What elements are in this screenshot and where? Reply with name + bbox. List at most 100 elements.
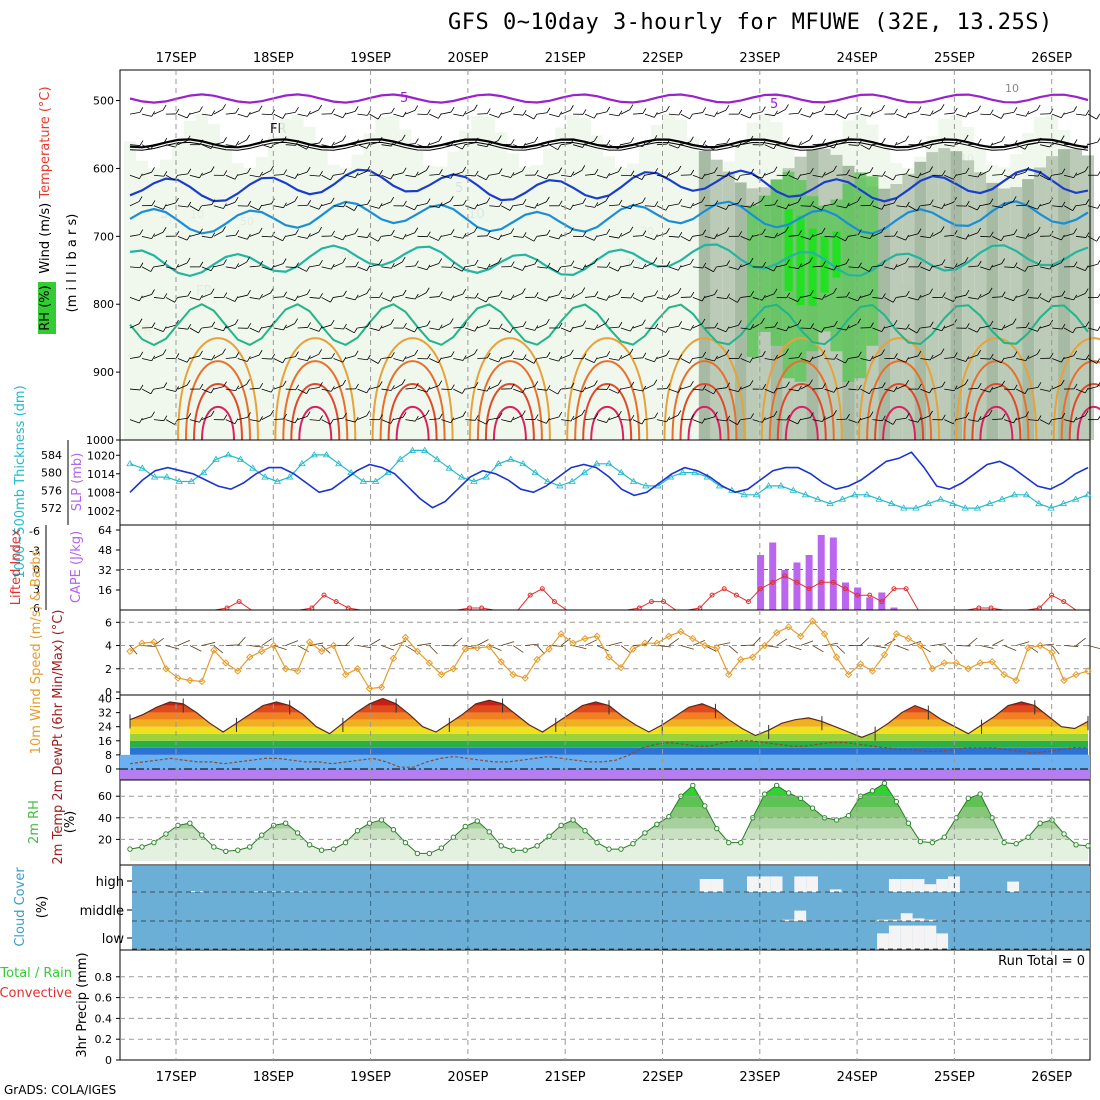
wind-barb	[812, 354, 823, 359]
thickness-marker	[752, 491, 761, 498]
wind-barb	[704, 113, 715, 117]
wind-barb	[1028, 297, 1039, 299]
wind-barb	[378, 203, 383, 209]
wind-barb	[740, 205, 751, 208]
wind-barb	[285, 356, 296, 359]
wind-barb	[773, 143, 778, 149]
wind-barb	[261, 144, 272, 149]
rh-shade	[914, 161, 927, 441]
date-label-bottom: 26SEP	[1031, 1070, 1072, 1085]
rh2m-marker	[390, 826, 397, 833]
wind-barb	[908, 355, 919, 359]
wind-barb	[1097, 381, 1100, 387]
wind-barb	[246, 256, 250, 263]
wind-barb	[165, 419, 175, 425]
wind-barb	[980, 144, 990, 149]
wind-barb	[282, 380, 287, 387]
wind-barb	[237, 294, 248, 298]
wind10m-marker	[365, 684, 374, 693]
wind10m-barb	[1064, 645, 1079, 647]
wind-barb	[725, 326, 730, 332]
wind-barb	[355, 261, 359, 267]
wind-barb	[570, 227, 574, 233]
wind-barb	[438, 258, 443, 264]
wind-barb	[453, 415, 463, 421]
wind-barb	[417, 414, 427, 420]
wind-barb	[582, 386, 587, 393]
wind-barb	[716, 327, 727, 333]
wind-barb	[944, 388, 955, 392]
wind-barb	[187, 168, 192, 175]
wind-barb	[477, 357, 488, 359]
wind-barb	[944, 174, 954, 180]
wind-barb	[307, 111, 311, 117]
rh-legend-swatch	[38, 282, 56, 334]
wind-barb	[333, 140, 343, 146]
wind-barb	[654, 412, 659, 418]
wind-barb	[537, 388, 548, 391]
wind-barb	[980, 170, 990, 176]
wind-barb	[764, 326, 775, 329]
wind-barb	[199, 228, 203, 234]
wind-barb	[953, 196, 957, 203]
wind-barb	[297, 171, 308, 176]
wind-barb	[725, 204, 730, 210]
temp2m-axis-label: 2m Temp 2m DewPt (6hr Min/Max) (°C)	[51, 610, 66, 865]
wind-barb	[824, 170, 834, 176]
wind-barb	[929, 232, 934, 238]
wind-barb	[513, 358, 524, 360]
wind-barb	[357, 415, 367, 421]
wind-barb	[129, 266, 140, 269]
wind-barb	[620, 297, 631, 299]
upper-air-axis-label: (m i l l i b a r s)	[65, 214, 80, 313]
wind-barb	[845, 380, 850, 387]
upper-air-axis-label: Wind (m/s) Temperature (°C)	[38, 86, 53, 273]
wind-barb	[237, 235, 248, 240]
wind-barb	[920, 293, 930, 298]
wind-barb	[294, 417, 299, 424]
wind-barb	[558, 322, 563, 329]
wind-barb	[477, 419, 487, 425]
wind-barb	[546, 385, 551, 391]
wind-barb	[965, 289, 970, 296]
cape-bar	[817, 535, 825, 610]
wind-barb	[881, 349, 885, 355]
wind-barb	[524, 113, 535, 120]
wind-barb	[537, 356, 548, 359]
rh2m-axis-label: (%)	[63, 811, 78, 834]
wind-barb	[860, 144, 870, 150]
wind-barb	[501, 174, 512, 178]
rh2m-marker	[761, 791, 768, 797]
wind-barb	[247, 200, 252, 207]
wind-barb	[980, 388, 990, 393]
wind-barb	[533, 113, 538, 120]
wind-barb	[701, 295, 706, 302]
wind-barb	[377, 113, 382, 120]
wind-barb	[1061, 412, 1066, 419]
rh2m-marker	[1013, 841, 1019, 847]
wind-barb	[175, 108, 180, 115]
rh2m-marker	[282, 820, 289, 826]
wind-barb	[905, 112, 910, 119]
wind10m-marker	[305, 638, 314, 646]
wind-barb	[381, 356, 392, 359]
wind-barb	[728, 144, 739, 148]
wind-barb	[845, 357, 849, 364]
wind10m-marker	[389, 654, 398, 663]
wind-barb	[678, 109, 683, 116]
wind-barb	[429, 113, 439, 119]
rh-shade	[363, 133, 376, 440]
wind-barb	[920, 388, 930, 394]
wind-barb	[1063, 327, 1073, 334]
wind-barb	[249, 174, 260, 178]
wind-barb	[869, 289, 874, 295]
wind-barb	[333, 235, 344, 241]
wind-barb	[501, 355, 511, 359]
thickness-marker	[593, 459, 601, 467]
wind-barb	[608, 204, 619, 207]
wind-barb	[1027, 205, 1038, 210]
temperature-contour	[858, 337, 941, 441]
temperature-contour	[882, 406, 917, 441]
wind-barb	[354, 416, 359, 423]
wind-barb	[920, 144, 930, 149]
